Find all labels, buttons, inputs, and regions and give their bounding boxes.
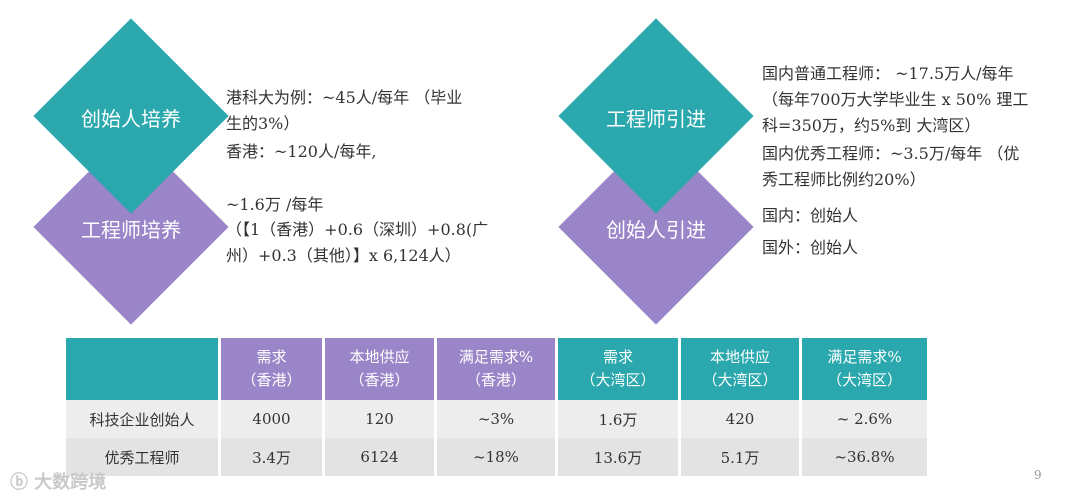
- table-cell: 6124: [325, 438, 434, 476]
- table-cell: 5.1万: [681, 438, 799, 476]
- table-cell: 3.4万: [221, 438, 322, 476]
- left-text-line-6: （【1（香港）+0.6（深圳）+0.8(广: [226, 220, 489, 239]
- right-text-line-5: 秀工程师比例约20%）: [762, 170, 926, 189]
- engineer-training-label: 工程师培养: [81, 218, 181, 242]
- right-text-line-6: 国内：创始人: [762, 206, 859, 225]
- table-row: 优秀工程师 3.4万 6124 ~18% 13.6万 5.1万 ~36.8%: [66, 438, 927, 476]
- table-header-ratio-gba: 满足需求% （大湾区）: [802, 338, 927, 400]
- table-cell-row-label: 优秀工程师: [66, 438, 218, 476]
- table-cell-row-label: 科技企业创始人: [66, 400, 218, 438]
- engineer-recruit-label: 工程师引进: [606, 107, 706, 131]
- left-text-line-3: 香港：~120人/每年,: [226, 142, 377, 161]
- left-text-line-7: 州）+0.3（其他）】x 6,124人）: [226, 246, 461, 265]
- left-text-line-5: ~1.6万 /每年: [226, 195, 324, 214]
- page-number: 9: [1034, 468, 1042, 482]
- table-header-supply-hk: 本地供应 （香港）: [325, 338, 434, 400]
- table-cell: ~3%: [437, 400, 555, 438]
- table-header-demand-hk: 需求 （香港）: [221, 338, 322, 400]
- founder-recruit-label: 创始人引进: [606, 218, 706, 242]
- table-cell: 1.6万: [558, 400, 678, 438]
- table-row: 科技企业创始人 4000 120 ~3% 1.6万 420 ~ 2.6%: [66, 400, 927, 438]
- right-text-line-2: （每年700万大学毕业生 x 50% 理工: [762, 90, 1029, 109]
- table-cell: 13.6万: [558, 438, 678, 476]
- supply-demand-table: 需求 （香港） 本地供应 （香港） 满足需求% （香港） 需求 （大湾区） 本地供应 （大…: [63, 338, 930, 476]
- table-header-row: 需求 （香港） 本地供应 （香港） 满足需求% （香港） 需求 （大湾区） 本地供应 （大…: [66, 338, 927, 400]
- table-header-blank: [66, 338, 218, 400]
- table-header-supply-gba: 本地供应 （大湾区）: [681, 338, 799, 400]
- table-cell: 420: [681, 400, 799, 438]
- table-cell: ~18%: [437, 438, 555, 476]
- table-cell: ~ 2.6%: [802, 400, 927, 438]
- table-cell: 120: [325, 400, 434, 438]
- founder-training-label: 创始人培养: [81, 107, 181, 131]
- table-cell: ~36.8%: [802, 438, 927, 476]
- right-text-line-3: 科=350万，约5%到 大湾区）: [762, 116, 981, 135]
- left-text-line-1: 港科大为例：~45人/每年 （毕业: [226, 88, 463, 107]
- right-text-line-7: 国外：创始人: [762, 238, 859, 257]
- right-text-line-4: 国内优秀工程师：~3.5万/每年 （优: [762, 144, 1020, 163]
- watermark-logo: ⓑ 大数跨境: [10, 468, 106, 494]
- left-text-line-2: 生的3%）: [226, 114, 300, 133]
- table-header-demand-gba: 需求 （大湾区）: [558, 338, 678, 400]
- watermark-icon: ⓑ: [10, 472, 28, 493]
- table-cell: 4000: [221, 400, 322, 438]
- table-header-ratio-hk: 满足需求% （香港）: [437, 338, 555, 400]
- right-text-line-1: 国内普通工程师： ~17.5万人/每年: [762, 64, 1014, 83]
- watermark-text: 大数跨境: [34, 472, 107, 493]
